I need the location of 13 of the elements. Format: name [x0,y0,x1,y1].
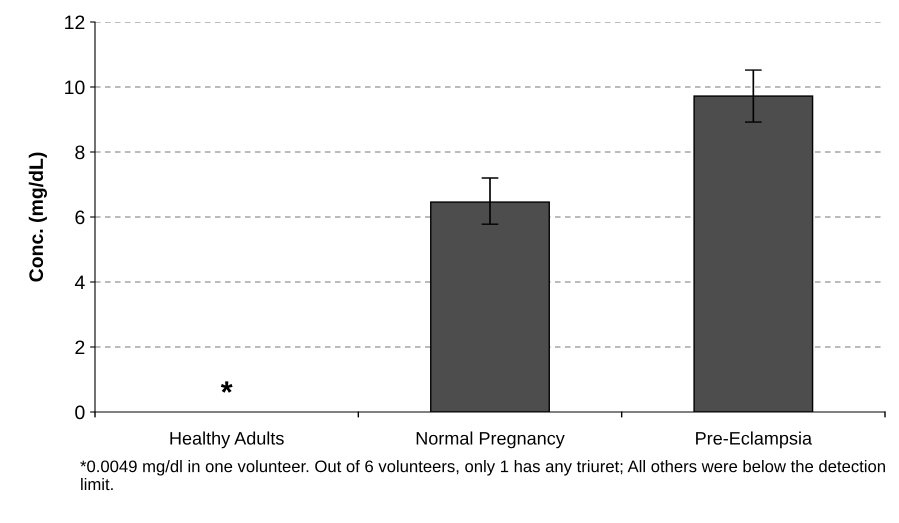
annotation: * [220,381,233,393]
y-tick-label: 6 [75,210,84,224]
x-tick-label: Normal Pregnancy [416,431,565,448]
y-tick-label: 10 [65,80,85,94]
text: *0.0049 mg/dl in one volunteer. Out of 6 volunteers, only 1 has any triuret; All others were below the detection limit. [80,460,885,490]
y-tick-label: 0 [75,405,85,420]
x-tick-label: Pre-Eclampsia [696,431,812,448]
y-tick-label: 2 [75,340,84,354]
y-axis-title: Conc. (mg/dL) [28,152,47,282]
y-tick-label: 8 [75,145,84,160]
y-tick-label: 4 [74,276,85,290]
y-tick-label: 12 [65,15,84,30]
x-tick-label: Healthy Adults [170,431,284,448]
